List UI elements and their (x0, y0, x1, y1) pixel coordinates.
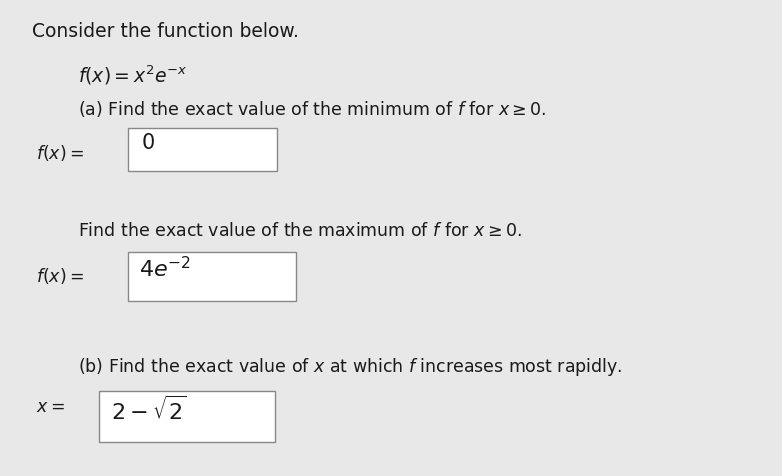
Text: $4e^{-2}$: $4e^{-2}$ (139, 256, 192, 281)
FancyBboxPatch shape (127, 252, 296, 301)
FancyBboxPatch shape (99, 391, 275, 442)
Text: $2 - \sqrt{2}$: $2 - \sqrt{2}$ (111, 396, 187, 425)
FancyBboxPatch shape (127, 128, 277, 170)
Text: Find the exact value of the maximum of $\mathit{f}$ for $x \geq 0$.: Find the exact value of the maximum of $… (78, 222, 522, 240)
Text: Consider the function below.: Consider the function below. (32, 22, 300, 41)
Text: $\mathit{f}(x) =$: $\mathit{f}(x) =$ (36, 266, 84, 286)
Text: (a) Find the exact value of the minimum of $\mathit{f}$ for $x \geq 0$.: (a) Find the exact value of the minimum … (78, 99, 547, 119)
Text: 0: 0 (142, 132, 155, 152)
Text: (b) Find the exact value of $x$ at which $\mathit{f}$ increases most rapidly.: (b) Find the exact value of $x$ at which… (78, 357, 622, 378)
Text: $x =$: $x =$ (36, 398, 65, 416)
Text: $\mathit{f}(x) =$: $\mathit{f}(x) =$ (36, 143, 84, 163)
Text: $\mathit{f}(x) = x^{2}e^{-x}$: $\mathit{f}(x) = x^{2}e^{-x}$ (78, 64, 188, 87)
